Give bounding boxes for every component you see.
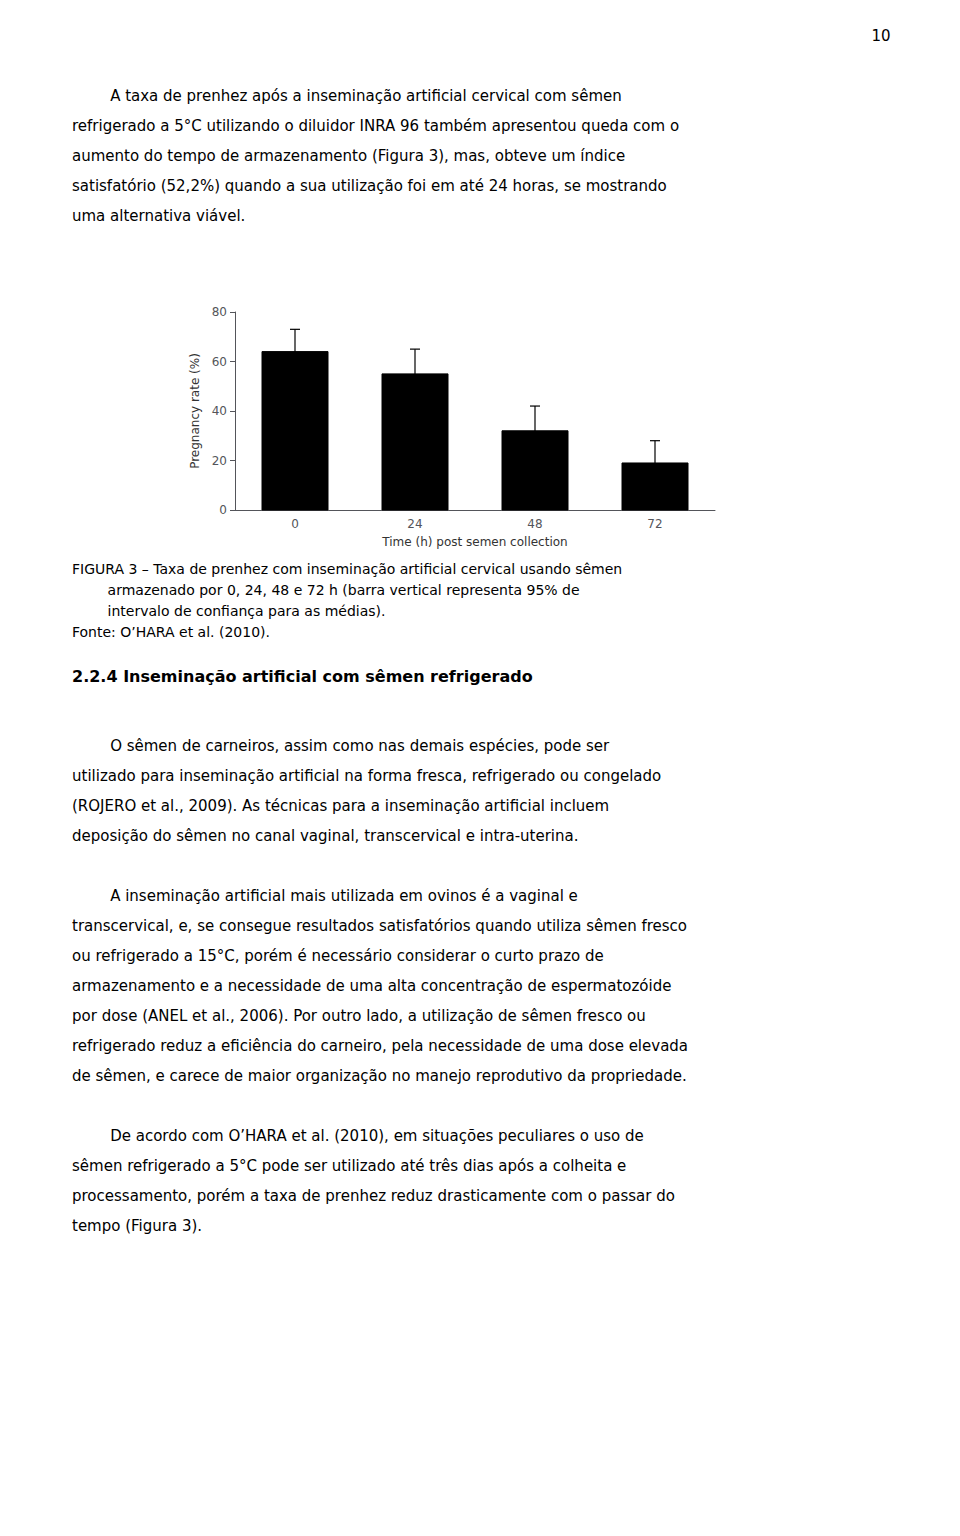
- svg-text:(ROJERO et al., 2009). As técn: (ROJERO et al., 2009). As técnicas para …: [72, 797, 609, 815]
- svg-text:uma alternativa viável.: uma alternativa viável.: [72, 207, 245, 225]
- svg-text:0: 0: [291, 517, 299, 531]
- svg-text:satisfatório (52,2%) quando a: satisfatório (52,2%) quando a sua utiliz…: [72, 177, 667, 195]
- svg-text:De acordo com O’HARA et al. (2: De acordo com O’HARA et al. (2010), em s…: [72, 1127, 644, 1145]
- svg-text:Time (h) post semen collection: Time (h) post semen collection: [381, 535, 567, 549]
- svg-text:20: 20: [212, 454, 227, 468]
- svg-text:60: 60: [212, 355, 227, 369]
- svg-text:deposição do sêmen no canal va: deposição do sêmen no canal vaginal, tra…: [72, 827, 579, 845]
- svg-text:24: 24: [407, 517, 422, 531]
- svg-text:72: 72: [647, 517, 662, 531]
- svg-text:refrigerado a 5°C utilizando o: refrigerado a 5°C utilizando o diluidor …: [72, 117, 679, 135]
- svg-text:ou refrigerado a 15°C, porém é: ou refrigerado a 15°C, porém é necessári…: [72, 947, 604, 965]
- svg-text:aumento do tempo de armazename: aumento do tempo de armazenamento (Figur…: [72, 147, 625, 165]
- svg-text:10: 10: [871, 27, 890, 45]
- svg-text:utilizado para inseminação art: utilizado para inseminação artificial na…: [72, 767, 661, 785]
- svg-text:refrigerado reduz a eficiência: refrigerado reduz a eficiência do carnei…: [72, 1037, 688, 1055]
- svg-text:Pregnancy rate (%): Pregnancy rate (%): [188, 353, 202, 469]
- svg-text:A inseminação artificial mais: A inseminação artificial mais utilizada …: [72, 887, 578, 905]
- svg-text:2.2.4 Inseminação artificial c: 2.2.4 Inseminação artificial com sêmen r…: [72, 667, 533, 686]
- svg-text:armazenado por 0, 24, 48 e 72: armazenado por 0, 24, 48 e 72 h (barra v…: [72, 582, 580, 598]
- svg-text:40: 40: [212, 404, 227, 418]
- svg-text:de sêmen, e carece de maior or: de sêmen, e carece de maior organização …: [72, 1067, 687, 1085]
- svg-text:armazenamento e a necessidade: armazenamento e a necessidade de uma alt…: [72, 977, 671, 995]
- svg-text:transcervical, e, se consegue: transcervical, e, se consegue resultados…: [72, 917, 687, 935]
- svg-text:48: 48: [527, 517, 542, 531]
- svg-text:80: 80: [212, 305, 227, 319]
- svg-text:A taxa de prenhez após a insem: A taxa de prenhez após a inseminação art…: [72, 87, 622, 105]
- svg-text:FIGURA 3 – Taxa de prenhez com: FIGURA 3 – Taxa de prenhez com inseminaç…: [72, 561, 622, 577]
- svg-text:Fonte: O’HARA et al. (2010).: Fonte: O’HARA et al. (2010).: [72, 624, 270, 640]
- svg-text:O sêmen de carneiros, assim co: O sêmen de carneiros, assim como nas dem…: [72, 737, 610, 755]
- svg-text:intervalo de confiança para as: intervalo de confiança para as médias).: [72, 603, 385, 619]
- svg-text:tempo (Figura 3).: tempo (Figura 3).: [72, 1217, 202, 1235]
- svg-text:processamento, porém a taxa de: processamento, porém a taxa de prenhez r…: [72, 1187, 675, 1205]
- svg-text:sêmen refrigerado a 5°C pode s: sêmen refrigerado a 5°C pode ser utiliza…: [72, 1157, 626, 1175]
- svg-text:0: 0: [219, 503, 227, 517]
- svg-text:por dose (ANEL et al., 2006).: por dose (ANEL et al., 2006). Por outro …: [72, 1007, 646, 1025]
